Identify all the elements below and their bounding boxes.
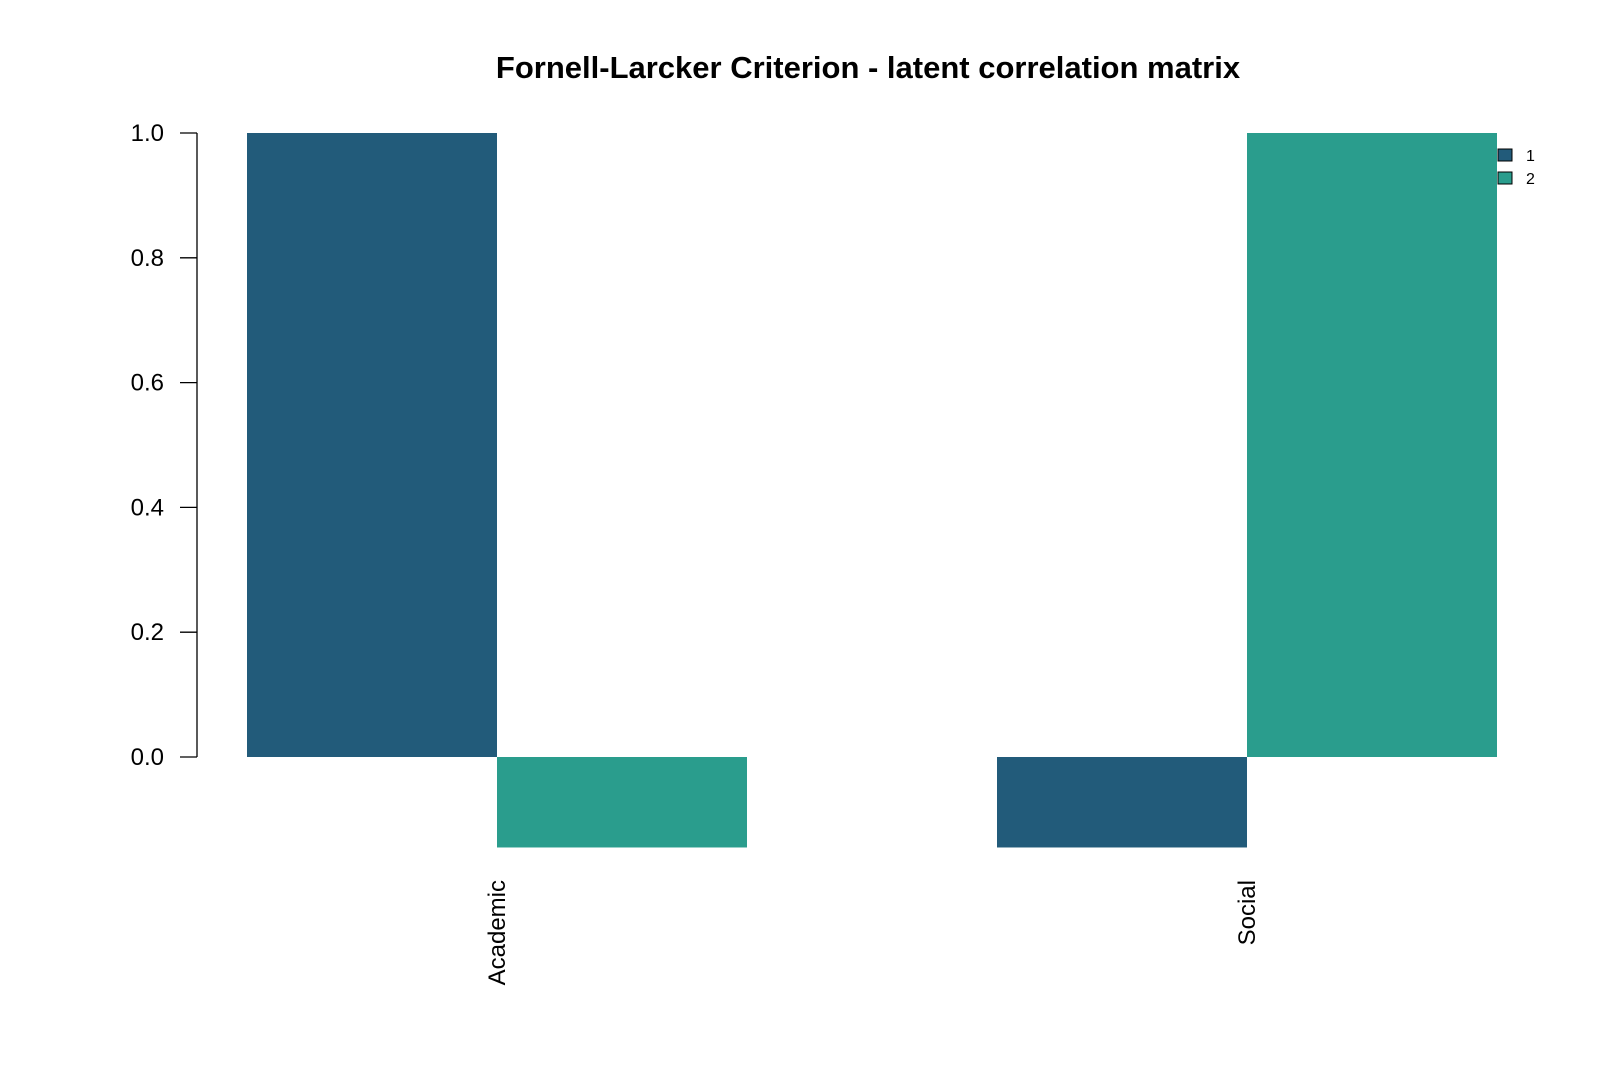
y-tick-label: 1.0 — [131, 120, 164, 147]
y-tick-label: 0.8 — [131, 245, 164, 272]
category-labels: Academic Social — [484, 880, 1261, 985]
legend-swatch-2 — [1497, 171, 1513, 185]
legend-label-1: 1 — [1526, 148, 1535, 165]
y-tick-label: 0.6 — [131, 370, 164, 397]
y-tick-label: 0.0 — [131, 744, 164, 771]
bar-academic-series-2 — [497, 757, 747, 848]
bar-academic-series-1 — [247, 133, 497, 757]
bars — [247, 133, 1497, 848]
bar-social-series-2 — [1247, 133, 1497, 757]
chart-title: Fornell-Larcker Criterion - latent corre… — [496, 50, 1241, 85]
category-label-social: Social — [1234, 880, 1261, 945]
legend-label-2: 2 — [1526, 171, 1535, 188]
y-tick-label: 0.4 — [131, 494, 164, 521]
y-axis: 0.0 0.2 0.4 0.6 0.8 1.0 — [131, 120, 198, 771]
y-tick-label: 0.2 — [131, 619, 164, 646]
bar-social-series-1 — [997, 757, 1247, 848]
category-label-academic: Academic — [484, 880, 511, 985]
legend: 12 — [1497, 148, 1535, 188]
legend-swatch-1 — [1497, 148, 1513, 162]
